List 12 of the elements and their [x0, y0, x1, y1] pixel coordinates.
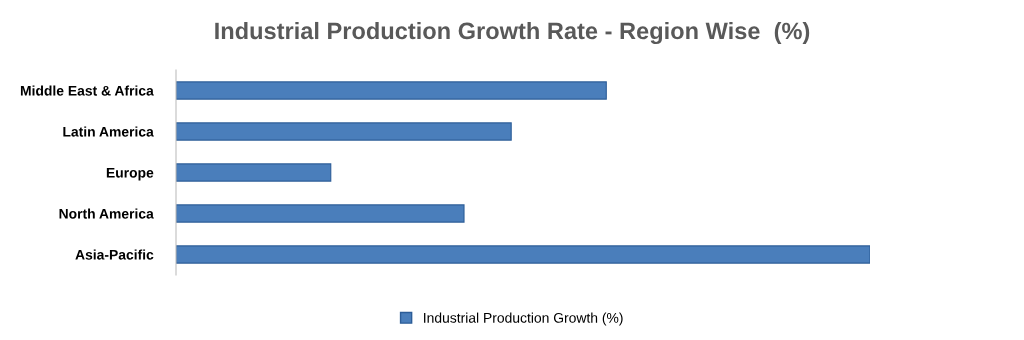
- bar: [176, 204, 465, 223]
- legend-label: Industrial Production Growth (%): [424, 312, 623, 326]
- y-tick-label: Asia-Pacific: [75, 249, 154, 260]
- bar: [176, 163, 332, 182]
- y-tick-label: Latin America: [63, 126, 154, 137]
- y-tick-label: North America: [59, 208, 154, 219]
- bar: [176, 122, 512, 141]
- chart-title: Industrial Production Growth Rate - Region Wise (%): [215, 21, 810, 45]
- y-tick-label: Europe: [106, 167, 154, 181]
- bar: [176, 245, 870, 264]
- y-tick-label: Middle East & Africa: [20, 85, 154, 96]
- bar: [176, 81, 607, 100]
